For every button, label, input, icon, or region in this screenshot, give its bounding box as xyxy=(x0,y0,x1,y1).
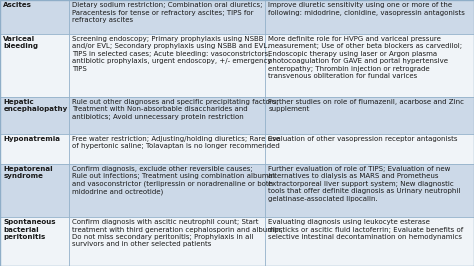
Bar xyxy=(265,0,474,34)
Text: Free water restriction; Adjusting/holding diuretics; Rare use
of hypertonic sali: Free water restriction; Adjusting/holdin… xyxy=(72,136,280,149)
Bar xyxy=(265,217,474,266)
Bar xyxy=(0,0,69,34)
Bar xyxy=(0,217,69,266)
Bar xyxy=(0,97,69,134)
Bar xyxy=(265,134,474,164)
Text: Improve diuretic sensitivity using one or more of the
following: midodrine, clon: Improve diuretic sensitivity using one o… xyxy=(268,2,465,15)
Bar xyxy=(265,34,474,97)
Text: Screening endoscopy; Primary prophylaxis using NSBB
and/or EVL; Secondary prophy: Screening endoscopy; Primary prophylaxis… xyxy=(72,36,271,72)
Text: Hyponatremia: Hyponatremia xyxy=(3,136,60,142)
Text: Hepatorenal
syndrome: Hepatorenal syndrome xyxy=(3,166,53,180)
Bar xyxy=(69,34,265,97)
Bar xyxy=(69,217,265,266)
Text: More definite role for HVPG and variceal pressure
measurement; Use of other beta: More definite role for HVPG and variceal… xyxy=(268,36,463,79)
Bar xyxy=(69,164,265,217)
Text: Rule out other diagnoses and specific precipitating factors;
Treatment with Non-: Rule out other diagnoses and specific pr… xyxy=(72,99,278,120)
Text: Confirm diagnosis with ascitic neutrophil count; Start
treatment with third gene: Confirm diagnosis with ascitic neutrophi… xyxy=(72,219,283,247)
Bar xyxy=(0,34,69,97)
Text: Evaluating diagnosis using leukocyte esterase
dipsticks or ascitic fluid lactofe: Evaluating diagnosis using leukocyte est… xyxy=(268,219,464,240)
Text: Hepatic
encephalopathy: Hepatic encephalopathy xyxy=(3,99,68,112)
Text: Further evaluation of role of TIPS; Evaluation of new
alternatives to dialysis a: Further evaluation of role of TIPS; Eval… xyxy=(268,166,461,202)
Text: Variceal
bleeding: Variceal bleeding xyxy=(3,36,38,49)
Text: Evaluation of other vasopression receptor antagonists: Evaluation of other vasopression recepto… xyxy=(268,136,458,142)
Text: Confirm diagnosis, exclude other reversible causes;
Rule out infections; Treatme: Confirm diagnosis, exclude other reversi… xyxy=(72,166,275,195)
Text: Spontaneous
bacterial
peritonitis: Spontaneous bacterial peritonitis xyxy=(3,219,56,240)
Text: Dietary sodium restriction; Combination oral diuretics;
Paracentesis for tense o: Dietary sodium restriction; Combination … xyxy=(72,2,262,23)
Text: Ascites: Ascites xyxy=(3,2,32,8)
Bar xyxy=(69,97,265,134)
Bar xyxy=(265,164,474,217)
Bar xyxy=(69,134,265,164)
Bar xyxy=(0,134,69,164)
Bar xyxy=(0,164,69,217)
Bar xyxy=(69,0,265,34)
Text: Further studies on role of flumazenil, acarbose and Zinc
supplement: Further studies on role of flumazenil, a… xyxy=(268,99,465,112)
Bar xyxy=(265,97,474,134)
